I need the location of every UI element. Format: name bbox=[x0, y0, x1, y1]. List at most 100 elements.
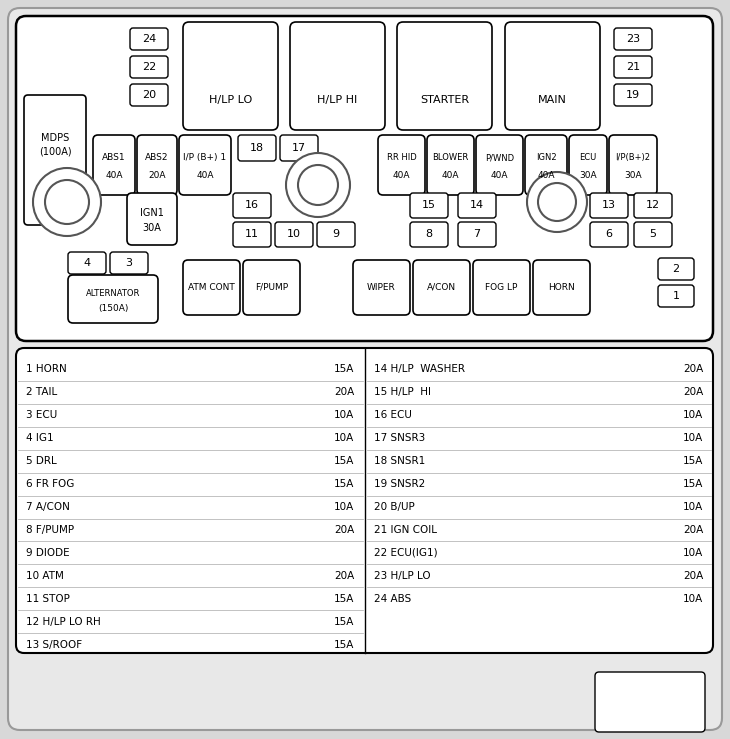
FancyBboxPatch shape bbox=[614, 84, 652, 106]
FancyBboxPatch shape bbox=[413, 260, 470, 315]
Text: MAIN: MAIN bbox=[538, 95, 567, 105]
FancyBboxPatch shape bbox=[634, 222, 672, 247]
Text: 19: 19 bbox=[626, 90, 640, 100]
FancyBboxPatch shape bbox=[634, 193, 672, 218]
Text: 24: 24 bbox=[142, 34, 156, 44]
Text: FOG LP: FOG LP bbox=[485, 283, 518, 292]
Circle shape bbox=[45, 180, 89, 224]
Text: 15A: 15A bbox=[683, 479, 703, 489]
Text: 30A: 30A bbox=[142, 223, 161, 233]
Text: 20 B/UP: 20 B/UP bbox=[374, 502, 415, 512]
Text: 17 SNSR3: 17 SNSR3 bbox=[374, 433, 426, 443]
Text: 20A: 20A bbox=[683, 571, 703, 581]
Text: 24 ABS: 24 ABS bbox=[374, 594, 412, 604]
FancyBboxPatch shape bbox=[290, 22, 385, 130]
Text: 20A: 20A bbox=[334, 387, 355, 398]
FancyBboxPatch shape bbox=[16, 16, 713, 341]
Text: WIPER: WIPER bbox=[367, 283, 396, 292]
Text: ABS1: ABS1 bbox=[102, 153, 126, 163]
Text: 40A: 40A bbox=[537, 171, 555, 180]
Text: 40A: 40A bbox=[442, 171, 459, 180]
Text: RR HID: RR HID bbox=[387, 153, 416, 163]
Text: 20A: 20A bbox=[148, 171, 166, 180]
Circle shape bbox=[527, 172, 587, 232]
FancyBboxPatch shape bbox=[179, 135, 231, 195]
FancyBboxPatch shape bbox=[590, 193, 628, 218]
Text: (150A): (150A) bbox=[98, 304, 128, 313]
FancyBboxPatch shape bbox=[427, 135, 474, 195]
Text: 20A: 20A bbox=[683, 364, 703, 375]
Text: 10A: 10A bbox=[683, 433, 703, 443]
Text: ATM CONT: ATM CONT bbox=[188, 283, 235, 292]
FancyBboxPatch shape bbox=[233, 222, 271, 247]
Text: 8: 8 bbox=[426, 229, 433, 239]
Text: 7: 7 bbox=[474, 229, 480, 239]
Text: 12 H/LP LO RH: 12 H/LP LO RH bbox=[26, 617, 101, 627]
Text: 9: 9 bbox=[332, 229, 339, 239]
Circle shape bbox=[286, 153, 350, 217]
FancyBboxPatch shape bbox=[353, 260, 410, 315]
FancyBboxPatch shape bbox=[609, 135, 657, 195]
Text: 10A: 10A bbox=[334, 433, 355, 443]
FancyBboxPatch shape bbox=[595, 672, 705, 732]
Text: P/WND: P/WND bbox=[485, 153, 514, 163]
Text: I/P (B+) 1: I/P (B+) 1 bbox=[183, 153, 226, 163]
Text: 21: 21 bbox=[626, 62, 640, 72]
Text: 10A: 10A bbox=[683, 410, 703, 420]
FancyBboxPatch shape bbox=[16, 348, 713, 653]
Text: IGN1: IGN1 bbox=[140, 208, 164, 218]
Text: 10A: 10A bbox=[334, 502, 355, 512]
FancyBboxPatch shape bbox=[68, 275, 158, 323]
FancyBboxPatch shape bbox=[183, 22, 278, 130]
FancyBboxPatch shape bbox=[476, 135, 523, 195]
FancyBboxPatch shape bbox=[233, 193, 271, 218]
Text: H/LP HI: H/LP HI bbox=[318, 95, 358, 105]
Text: 10 ATM: 10 ATM bbox=[26, 571, 64, 581]
FancyBboxPatch shape bbox=[658, 285, 694, 307]
Text: 2: 2 bbox=[672, 264, 680, 274]
Text: 3 ECU: 3 ECU bbox=[26, 410, 57, 420]
Text: 22 ECU(IG1): 22 ECU(IG1) bbox=[374, 548, 438, 558]
FancyBboxPatch shape bbox=[614, 56, 652, 78]
Text: 12: 12 bbox=[646, 200, 660, 210]
Text: F/PUMP: F/PUMP bbox=[255, 283, 288, 292]
Text: 2 TAIL: 2 TAIL bbox=[26, 387, 57, 398]
Text: 20: 20 bbox=[142, 90, 156, 100]
Text: 1 HORN: 1 HORN bbox=[26, 364, 66, 375]
FancyBboxPatch shape bbox=[397, 22, 492, 130]
Circle shape bbox=[538, 183, 576, 221]
Text: 18 SNSR1: 18 SNSR1 bbox=[374, 456, 426, 466]
FancyBboxPatch shape bbox=[137, 135, 177, 195]
Text: (100A): (100A) bbox=[39, 147, 72, 157]
Text: 16: 16 bbox=[245, 200, 259, 210]
Text: 10A: 10A bbox=[683, 548, 703, 558]
FancyBboxPatch shape bbox=[410, 193, 448, 218]
Text: 20A: 20A bbox=[683, 387, 703, 398]
Text: 15 H/LP  HI: 15 H/LP HI bbox=[374, 387, 431, 398]
FancyBboxPatch shape bbox=[458, 222, 496, 247]
FancyBboxPatch shape bbox=[243, 260, 300, 315]
Text: 15A: 15A bbox=[334, 364, 355, 375]
Text: 4: 4 bbox=[83, 258, 91, 268]
FancyBboxPatch shape bbox=[658, 258, 694, 280]
Text: 14: 14 bbox=[470, 200, 484, 210]
FancyBboxPatch shape bbox=[317, 222, 355, 247]
Text: HORN: HORN bbox=[548, 283, 575, 292]
FancyBboxPatch shape bbox=[614, 28, 652, 50]
Text: 23 H/LP LO: 23 H/LP LO bbox=[374, 571, 431, 581]
Text: 13 S/ROOF: 13 S/ROOF bbox=[26, 640, 82, 650]
Text: 40A: 40A bbox=[105, 171, 123, 180]
Text: 4 IG1: 4 IG1 bbox=[26, 433, 53, 443]
Text: STARTER: STARTER bbox=[420, 95, 469, 105]
FancyBboxPatch shape bbox=[130, 28, 168, 50]
Text: 15A: 15A bbox=[683, 456, 703, 466]
Text: 15A: 15A bbox=[334, 617, 355, 627]
Text: BLOWER: BLOWER bbox=[432, 153, 469, 163]
Circle shape bbox=[298, 165, 338, 205]
Text: 3: 3 bbox=[126, 258, 133, 268]
Text: 40A: 40A bbox=[393, 171, 410, 180]
Text: MDPS: MDPS bbox=[41, 133, 69, 143]
FancyBboxPatch shape bbox=[525, 135, 567, 195]
Text: 16 ECU: 16 ECU bbox=[374, 410, 412, 420]
FancyBboxPatch shape bbox=[458, 193, 496, 218]
